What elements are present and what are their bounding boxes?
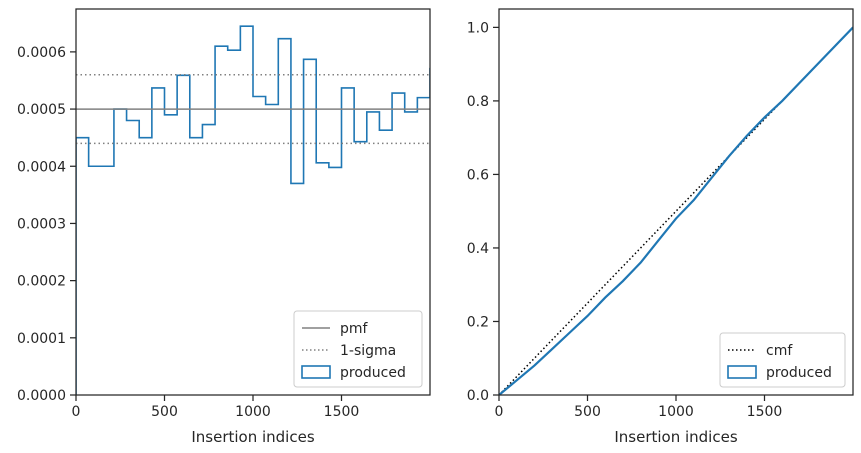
legend-label-produced: produced: [340, 365, 406, 381]
x-tick-label: 0: [72, 404, 81, 420]
y-tick-label: 0.8: [467, 94, 489, 110]
y-tick-label: 0.0: [467, 388, 489, 404]
y-tick-label: 0.0003: [17, 216, 66, 232]
x-tick-label: 1500: [747, 404, 783, 420]
y-tick-label: 0.0001: [17, 331, 66, 347]
x-tick-label: 1500: [324, 404, 360, 420]
legend: cmf produced: [719, 332, 846, 388]
legend: pmf 1-sigma produced: [293, 310, 423, 388]
legend-label-pmf: pmf: [340, 321, 369, 337]
panel-left: 0 500 1000 1500 0.0000 0.0001 0.0002 0.0003 0.00…: [17, 8, 431, 446]
plot-area: [499, 26, 853, 395]
x-tick-label: 1000: [658, 404, 694, 420]
legend-box: [719, 332, 846, 388]
y-tick-label: 0.0005: [17, 102, 66, 118]
y-tick-label: 0.0000: [17, 388, 66, 404]
y-tick-label: 0.2: [467, 314, 489, 330]
y-tick-label: 0.4: [467, 241, 489, 257]
x-axis-title: Insertion indices: [191, 428, 314, 446]
y-tick-label: 0.0006: [17, 45, 66, 61]
x-tick-label: 500: [151, 404, 178, 420]
y-tick-label: 0.0002: [17, 274, 66, 290]
y-tick-label: 1.0: [467, 20, 489, 36]
legend-handle-produced: [727, 365, 757, 379]
x-tick-label: 500: [574, 404, 601, 420]
x-tick-label: 0: [495, 404, 504, 420]
y-tick-label: 0.6: [467, 167, 489, 183]
x-axis-title: Insertion indices: [614, 428, 737, 446]
legend-label-1-sigma: 1-sigma: [340, 343, 396, 359]
series-produced-step: [76, 25, 430, 395]
x-tick-label: 1000: [235, 404, 271, 420]
legend-label-produced: produced: [766, 365, 832, 381]
legend-label-cmf: cmf: [766, 343, 793, 359]
y-tick-label: 0.0004: [17, 159, 66, 175]
series-produced-line: [499, 26, 853, 395]
panel-right: 0 500 1000 1500 0.0 0.2 0.4 0.6 0.8 1.0 Insertion …: [467, 8, 854, 446]
legend-handle-produced: [301, 365, 331, 379]
legend-box: [293, 310, 423, 388]
plot-area: [76, 25, 430, 395]
